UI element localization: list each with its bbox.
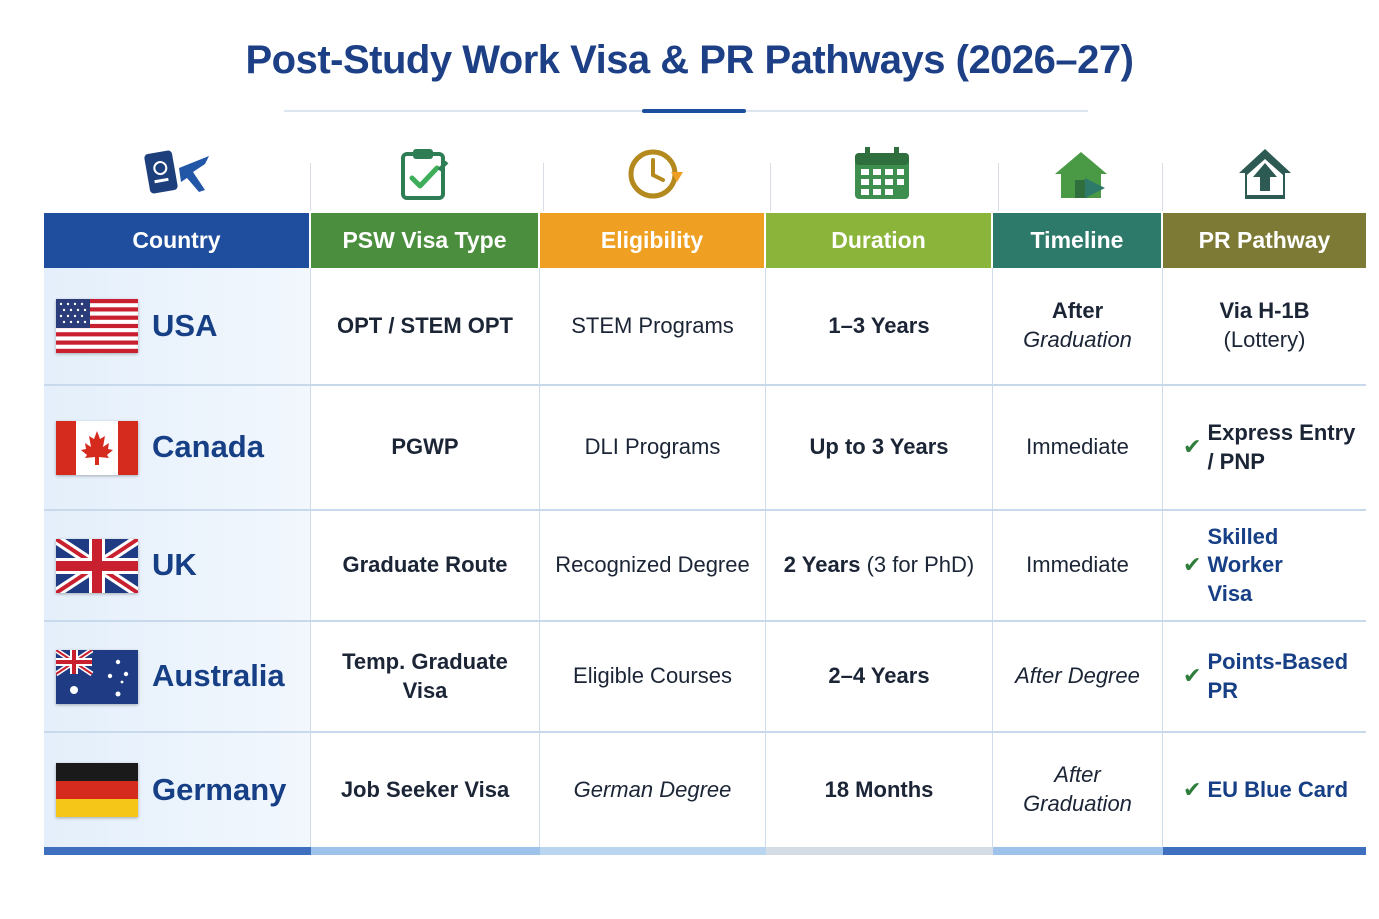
pr-pathway-cell: ✔ EU Blue Card: [1163, 733, 1366, 847]
check-icon: ✔: [1183, 663, 1202, 689]
pr-line1: Express Entry: [1207, 419, 1356, 445]
pr-text: Points-Based PR: [1207, 648, 1349, 703]
check-icon: ✔: [1183, 776, 1202, 802]
header-psw-visa-type: PSW Visa Type: [311, 213, 540, 268]
clock-icon: [544, 135, 766, 213]
timeline-cell: After Graduation: [993, 268, 1163, 384]
country-name: Germany: [152, 771, 287, 807]
table-row: UK Graduate Route Recognized Degree 2 Ye…: [44, 511, 1366, 622]
timeline-cell: After Degree: [993, 622, 1163, 731]
table-row: USA OPT / STEM OPT STEM Programs 1–3 Yea…: [44, 268, 1366, 386]
country-cell: USA: [44, 268, 311, 384]
timeline-cell: Immediate: [993, 511, 1163, 620]
country-name: USA: [152, 307, 218, 343]
country-cell: Australia: [44, 622, 311, 731]
duration-cell: 2–4 Years: [766, 622, 993, 731]
pr-pathway-cell: ✔ Express Entry / PNP: [1163, 386, 1366, 509]
pr-pathway-cell: ✔ Points-Based PR: [1163, 622, 1366, 731]
psw-visa-type-cell: Graduate Route: [311, 511, 540, 620]
table-row: Germany Job Seeker Visa German Degree 18…: [44, 733, 1366, 847]
timeline-line1: After: [1051, 298, 1104, 324]
table-header-row: Country PSW Visa Type Eligibility Durati…: [44, 213, 1366, 268]
country-name: UK: [152, 547, 197, 583]
australia-flag-icon: [56, 649, 138, 704]
passport-plane-icon: [44, 135, 310, 213]
eligibility-cell: STEM Programs: [540, 268, 766, 384]
pr-pathway-cell: Via H-1B (Lottery): [1163, 268, 1366, 384]
header-duration: Duration: [766, 213, 993, 268]
header-country: Country: [44, 213, 311, 268]
duration-cell: 2 Years (3 for PhD): [766, 511, 993, 620]
pr-line2: Visa: [1207, 580, 1253, 606]
country-cell: Germany: [44, 733, 311, 847]
usa-flag-icon: [56, 299, 138, 353]
page-title: Post-Study Work Visa & PR Pathways (2026…: [245, 38, 1134, 82]
duration-cell: 18 Months: [766, 733, 993, 847]
country-name: Australia: [152, 658, 285, 694]
duration-cell: Up to 3 Years: [766, 386, 993, 509]
house-icon: [999, 135, 1163, 213]
clipboard-check-icon: [311, 135, 539, 213]
house-arrow-icon: [1163, 135, 1366, 213]
eligibility-cell: DLI Programs: [540, 386, 766, 509]
timeline-cell: Immediate: [993, 386, 1163, 509]
psw-visa-type-cell: OPT / STEM OPT: [311, 268, 540, 384]
timeline-line2: Graduation: [1023, 327, 1132, 352]
psw-visa-type-cell: Job Seeker Visa: [311, 733, 540, 847]
germany-flag-icon: [56, 763, 138, 817]
psw-visa-type-cell: Temp. Graduate Visa: [311, 622, 540, 731]
pr-pathway-cell: ✔ Skilled Worker Visa: [1163, 511, 1366, 620]
eligibility-cell: German Degree: [540, 733, 766, 847]
check-icon: ✔: [1183, 434, 1202, 460]
visa-comparison-table: Country PSW Visa Type Eligibility Durati…: [44, 213, 1366, 855]
header-eligibility: Eligibility: [540, 213, 766, 268]
duration-cell: 1–3 Years: [766, 268, 993, 384]
header-timeline: Timeline: [993, 213, 1163, 268]
country-cell: UK: [44, 511, 311, 620]
country-cell: Canada: [44, 386, 311, 509]
duration-note: (3 for PhD): [866, 552, 975, 578]
eligibility-cell: Eligible Courses: [540, 622, 766, 731]
table-row: Australia Temp. Graduate Visa Eligible C…: [44, 622, 1366, 733]
pr-line2: (Lottery): [1223, 327, 1306, 352]
pr-line1: Via H-1B: [1219, 298, 1310, 324]
column-icon-row: [44, 135, 1366, 213]
header-pr-pathway: PR Pathway: [1163, 213, 1366, 268]
title-accent-bar: [642, 109, 746, 113]
country-name: Canada: [152, 429, 264, 465]
pr-line1: Skilled Worker: [1207, 523, 1283, 578]
canada-flag-icon: [56, 420, 138, 475]
timeline-cell: After Graduation: [993, 733, 1163, 847]
check-icon: ✔: [1183, 552, 1202, 578]
pr-line2: / PNP: [1207, 448, 1265, 474]
psw-visa-type-cell: PGWP: [311, 386, 540, 509]
calendar-icon: [771, 135, 993, 213]
pr-text: EU Blue Card: [1207, 776, 1349, 802]
table-row: Canada PGWP DLI Programs Up to 3 Years I…: [44, 386, 1366, 511]
eligibility-cell: Recognized Degree: [540, 511, 766, 620]
uk-flag-icon: [56, 538, 138, 593]
duration-main: 2 Years: [783, 552, 861, 578]
table-footer-bar: [44, 847, 1366, 855]
